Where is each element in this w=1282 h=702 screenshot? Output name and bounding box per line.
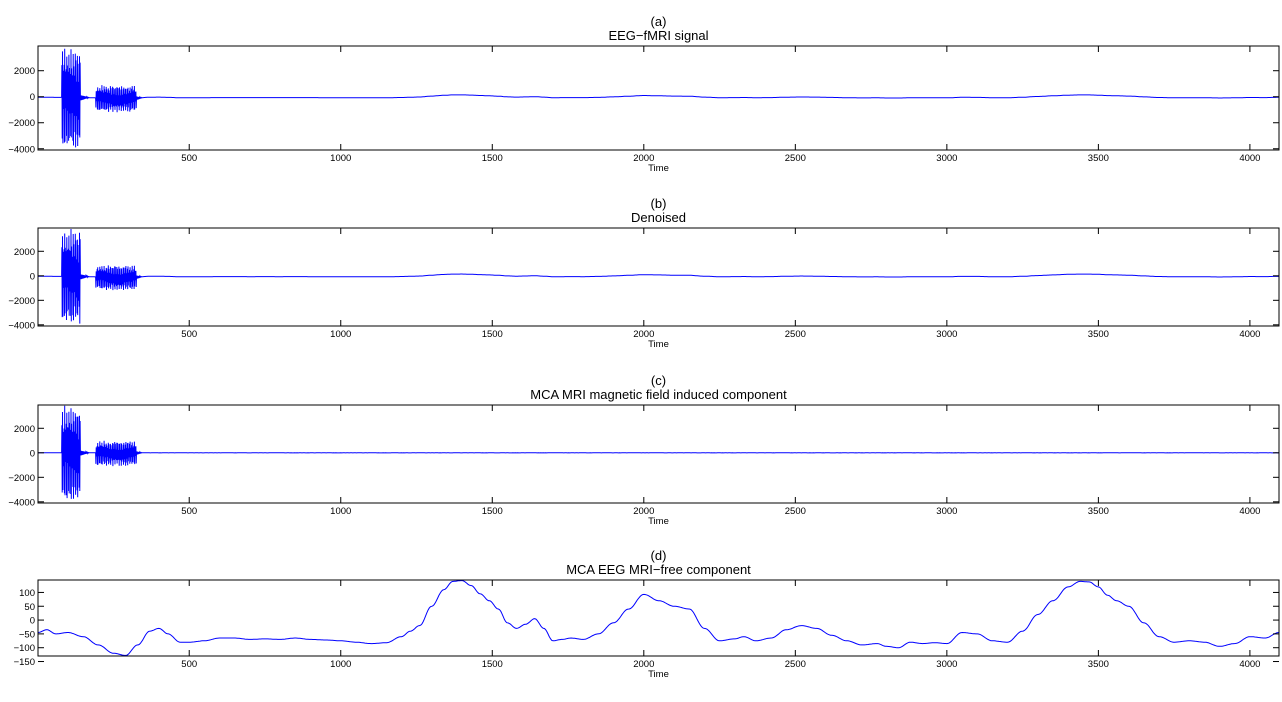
y-tick-label: 0 (30, 616, 35, 627)
x-tick-label: 1000 (330, 153, 351, 164)
axes-frame (37, 579, 1280, 657)
panel-title: MCA MRI magnetic field induced component (530, 387, 787, 402)
panel-title: MCA EEG MRI−free component (566, 562, 751, 577)
x-tick-label: 4000 (1239, 506, 1260, 517)
x-tick-label: 1000 (330, 659, 351, 670)
x-tick-label: 1500 (482, 506, 503, 517)
x-tick-label: 3500 (1088, 659, 1109, 670)
x-tick-label: 2000 (633, 506, 654, 517)
y-tick-label: 2000 (14, 66, 35, 77)
x-tick-label: 500 (181, 153, 197, 164)
series-line (38, 405, 1280, 499)
x-tick-label: 3000 (936, 659, 957, 670)
axes-frame (37, 404, 1280, 504)
x-axis-label: Time (648, 163, 669, 174)
panel-label: (c) (651, 373, 666, 388)
y-tick-label: −2000 (8, 473, 35, 484)
x-axis-label: Time (648, 339, 669, 350)
series-line (38, 48, 1279, 148)
x-tick-label: 2500 (785, 659, 806, 670)
y-tick-label: −2000 (8, 296, 35, 307)
y-tick-label: 0 (30, 448, 35, 459)
x-tick-label: 3500 (1088, 153, 1109, 164)
axes-frame (37, 227, 1280, 327)
panel-3: (c)MCA MRI magnetic field induced compon… (8, 373, 1280, 527)
panel-2: (b)Denoised 500 1000 1500 2000 2500 3000 3500 40… (8, 196, 1280, 350)
series-line (38, 580, 1280, 656)
panel-title: EEG−fMRI signal (608, 28, 708, 43)
x-tick-label: 1500 (482, 329, 503, 340)
series-line (38, 228, 1279, 324)
x-tick-label: 500 (181, 506, 197, 517)
y-tick-label: −4000 (8, 497, 35, 508)
x-tick-label: 3000 (936, 506, 957, 517)
y-tick-label: −150 (14, 657, 35, 668)
panel-label: (a) (651, 14, 667, 29)
x-tick-label: 1000 (330, 329, 351, 340)
x-tick-label: 2500 (785, 506, 806, 517)
x-tick-label: 2000 (633, 329, 654, 340)
y-tick-label: 100 (19, 588, 35, 599)
x-tick-label: 3500 (1088, 506, 1109, 517)
x-tick-label: 500 (181, 659, 197, 670)
panel-label: (b) (651, 196, 667, 211)
y-tick-label: −4000 (8, 144, 35, 155)
x-axis-label: Time (648, 669, 669, 680)
x-tick-label: 3500 (1088, 329, 1109, 340)
y-tick-label: −4000 (8, 320, 35, 331)
y-tick-label: 2000 (14, 247, 35, 258)
y-tick-label: −2000 (8, 118, 35, 129)
y-tick-label: −50 (19, 629, 35, 640)
x-tick-label: 500 (181, 329, 197, 340)
x-tick-label: 2500 (785, 329, 806, 340)
y-tick-label: 2000 (14, 424, 35, 435)
axes-frame (37, 45, 1280, 151)
x-tick-label: 2000 (633, 659, 654, 670)
panel-label: (d) (651, 548, 667, 563)
x-tick-label: 4000 (1239, 153, 1260, 164)
y-tick-label: 0 (30, 271, 35, 282)
x-axis-label: Time (648, 516, 669, 527)
x-tick-label: 1500 (482, 659, 503, 670)
panel-1: (a)EEG−fMRI signal 500 1000 1500 2000 2500 300… (8, 14, 1280, 174)
y-tick-label: 50 (24, 602, 35, 613)
x-tick-label: 1500 (482, 153, 503, 164)
x-tick-label: 2000 (633, 153, 654, 164)
x-tick-label: 4000 (1239, 329, 1260, 340)
x-tick-label: 1000 (330, 506, 351, 517)
panel-title: Denoised (631, 210, 686, 225)
y-tick-label: −100 (14, 643, 35, 654)
y-tick-label: 0 (30, 92, 35, 103)
x-tick-label: 3000 (936, 153, 957, 164)
x-tick-label: 3000 (936, 329, 957, 340)
x-tick-label: 4000 (1239, 659, 1260, 670)
x-tick-label: 2500 (785, 153, 806, 164)
